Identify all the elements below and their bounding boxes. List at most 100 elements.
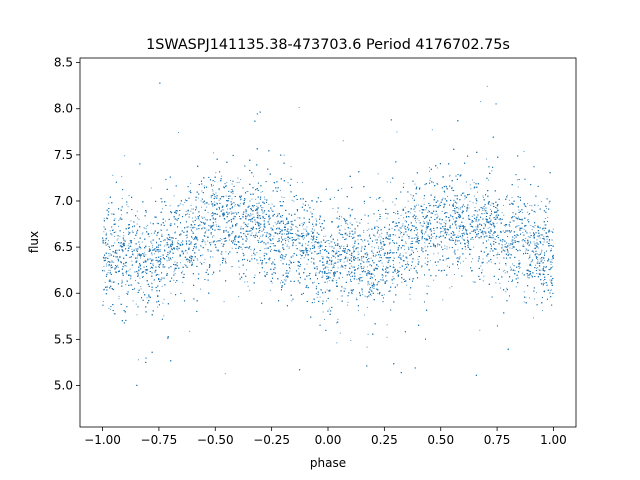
data-point xyxy=(474,229,476,231)
data-point xyxy=(340,266,342,268)
data-point xyxy=(509,247,511,249)
data-point xyxy=(550,289,552,291)
data-point xyxy=(508,199,510,201)
data-point xyxy=(176,262,178,264)
data-point xyxy=(118,298,120,300)
data-point xyxy=(518,259,520,261)
data-point xyxy=(414,220,416,222)
data-point xyxy=(426,285,428,287)
data-point xyxy=(540,234,542,236)
data-point xyxy=(357,259,359,261)
data-point xyxy=(385,270,387,272)
data-point xyxy=(432,236,434,238)
data-point xyxy=(507,251,509,253)
data-point xyxy=(390,181,392,183)
data-point xyxy=(259,237,261,239)
data-point xyxy=(282,243,284,245)
data-point xyxy=(261,235,263,237)
data-point xyxy=(221,245,223,247)
data-point xyxy=(139,244,141,246)
data-point xyxy=(417,236,419,238)
data-point xyxy=(235,211,237,213)
data-point xyxy=(187,261,189,263)
data-point xyxy=(237,177,239,179)
data-points xyxy=(102,82,554,386)
data-point xyxy=(392,264,394,266)
data-point xyxy=(476,191,478,193)
data-point xyxy=(436,206,438,208)
data-point xyxy=(192,237,194,239)
data-point xyxy=(108,255,110,257)
data-point xyxy=(154,248,156,250)
data-point xyxy=(423,203,425,205)
data-point xyxy=(170,292,172,294)
data-point xyxy=(161,230,163,232)
data-point xyxy=(417,204,419,206)
data-point xyxy=(211,185,213,187)
data-point xyxy=(300,258,302,260)
data-point xyxy=(479,329,481,331)
data-point xyxy=(139,257,141,259)
data-point xyxy=(471,215,473,217)
data-point xyxy=(472,281,474,283)
data-point xyxy=(523,150,525,152)
data-point xyxy=(271,209,273,211)
data-point xyxy=(265,252,267,254)
data-point xyxy=(276,216,278,218)
data-point xyxy=(367,284,369,286)
data-point xyxy=(404,268,406,270)
data-point xyxy=(328,263,330,265)
data-point xyxy=(401,226,403,228)
data-point xyxy=(175,218,177,220)
data-point xyxy=(280,282,282,284)
data-point xyxy=(291,199,293,201)
data-point xyxy=(491,202,493,204)
data-point xyxy=(254,274,256,276)
data-point xyxy=(409,298,411,300)
data-point xyxy=(445,230,447,232)
data-point xyxy=(106,237,108,239)
data-point xyxy=(133,225,135,227)
data-point xyxy=(118,225,120,227)
data-point xyxy=(536,267,538,269)
data-point xyxy=(114,235,116,237)
data-point xyxy=(186,252,188,254)
data-point xyxy=(154,253,156,255)
data-point xyxy=(493,238,495,240)
data-point xyxy=(316,266,318,268)
data-point xyxy=(448,247,450,249)
data-point xyxy=(452,237,454,239)
data-point xyxy=(121,197,123,199)
data-point xyxy=(512,246,514,248)
data-point xyxy=(444,192,446,194)
data-point xyxy=(431,233,433,235)
data-point xyxy=(269,259,271,261)
data-point xyxy=(160,249,162,251)
data-point xyxy=(498,218,500,220)
data-point xyxy=(525,248,527,250)
data-point xyxy=(239,199,241,201)
data-point xyxy=(283,258,285,260)
data-point xyxy=(231,233,233,235)
data-point xyxy=(227,208,229,210)
data-point xyxy=(299,249,301,251)
data-point xyxy=(394,271,396,273)
data-point xyxy=(351,253,353,255)
data-point xyxy=(537,260,539,262)
data-point xyxy=(476,229,478,231)
data-point xyxy=(390,249,392,251)
data-point xyxy=(356,221,358,223)
data-point xyxy=(206,206,208,208)
data-point xyxy=(422,248,424,250)
data-point xyxy=(404,267,406,269)
data-point xyxy=(191,217,193,219)
data-point xyxy=(495,282,497,284)
data-point xyxy=(322,248,324,250)
data-point xyxy=(277,227,279,229)
data-point xyxy=(424,257,426,259)
data-point xyxy=(250,214,252,216)
data-point xyxy=(326,260,328,262)
data-point xyxy=(274,258,276,260)
data-point xyxy=(451,186,453,188)
data-point xyxy=(437,245,438,247)
